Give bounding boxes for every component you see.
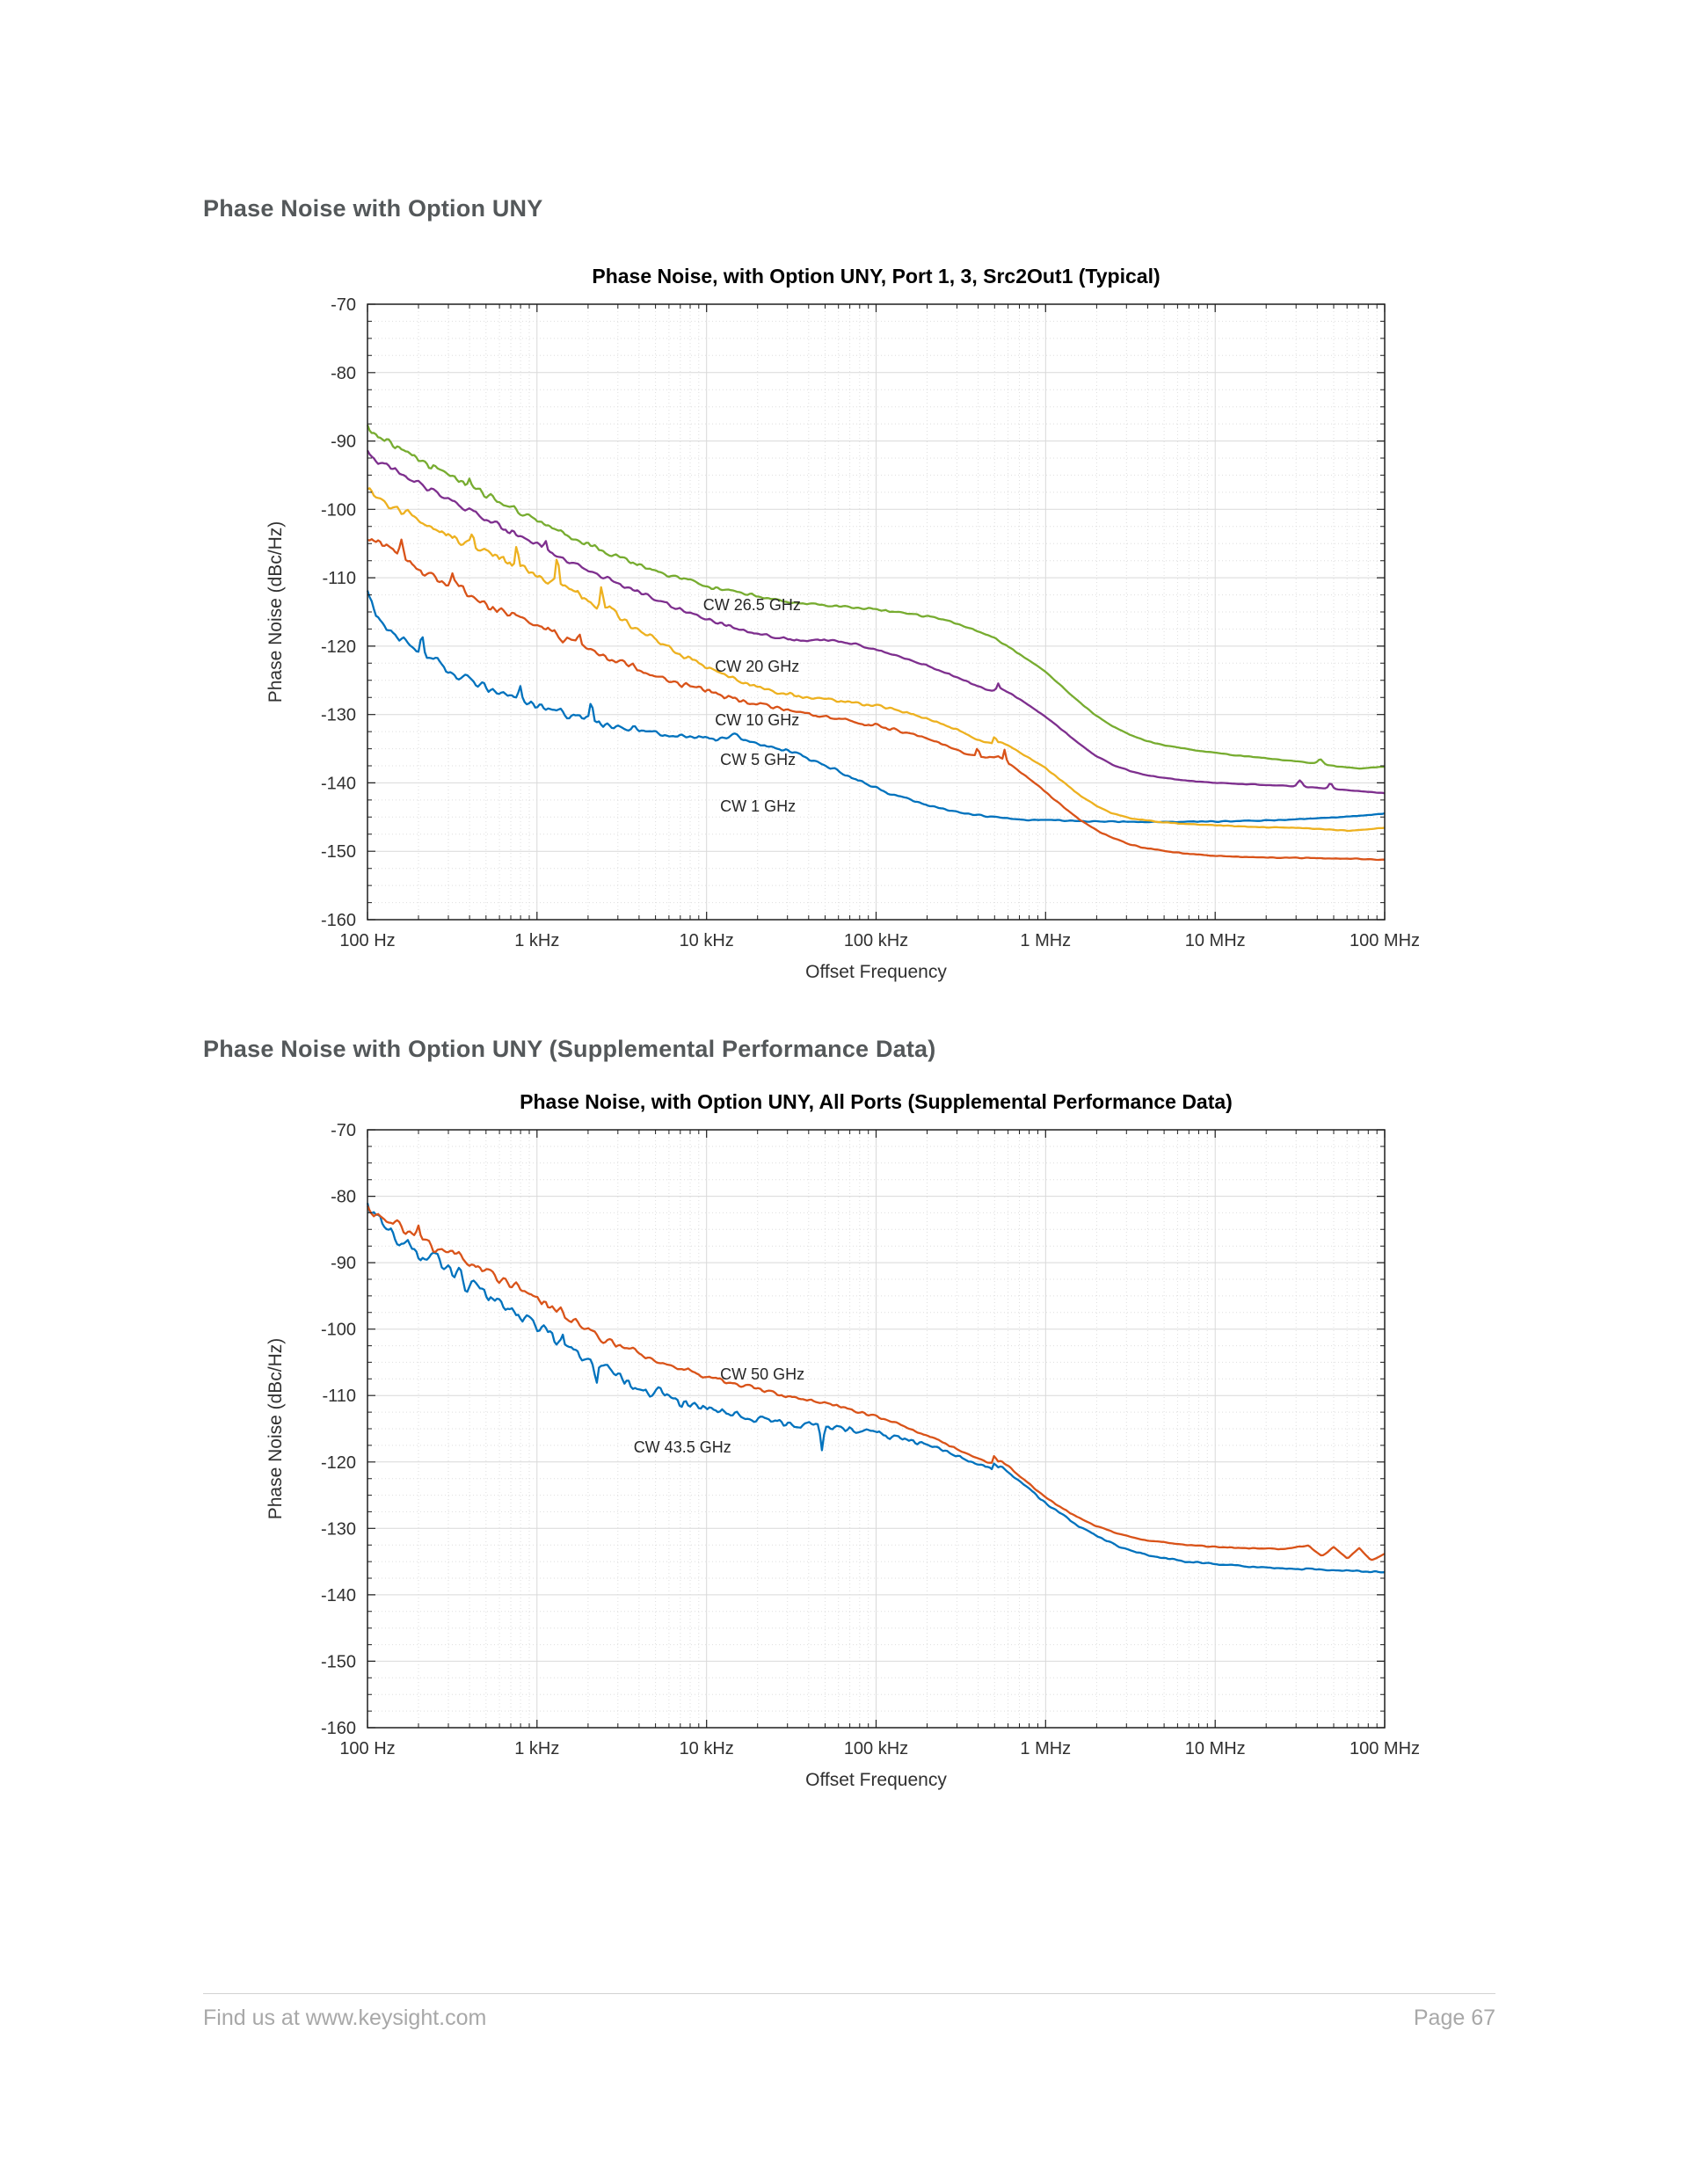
y-tick-label: -150 <box>321 842 356 862</box>
major-gridlines <box>367 1130 1385 1728</box>
y-tick-label: -80 <box>331 1188 356 1207</box>
y-tick-label: -80 <box>331 364 356 383</box>
x-tick-label: 100 MHz <box>1350 931 1420 950</box>
y-tick-label: -140 <box>321 1586 356 1605</box>
x-axis-label: Offset Frequency <box>805 962 947 982</box>
curve-label-cw-50-ghz: CW 50 GHz <box>720 1365 804 1383</box>
y-tick-label: -110 <box>322 569 356 588</box>
x-tick-label: 1 kHz <box>514 931 559 950</box>
y-tick-label: -70 <box>331 1121 356 1140</box>
y-tick-label: -110 <box>322 1387 356 1406</box>
y-tick-label: -70 <box>331 295 356 315</box>
phase-noise-chart-typical: 100 Hz 1 kHz 10 kHz 100 kHz 1 MHz 10 MHz 100 M… <box>200 260 1449 1034</box>
major-ticks <box>367 303 1386 921</box>
x-tick-label: 100 Hz <box>339 931 395 950</box>
footer-page-number: Page 67 <box>1413 2006 1495 2030</box>
x-tick-label: 10 kHz <box>680 1739 734 1758</box>
chart-title: Phase Noise, with Option UNY, Port 1, 3,… <box>592 265 1160 288</box>
minor-ticks <box>367 1130 1385 1728</box>
y-tick-label: -130 <box>321 706 356 725</box>
series-line-cw-5-ghz <box>367 538 1386 862</box>
series-line-cw-1-ghz <box>366 590 1386 824</box>
x-tick-label: 100 MHz <box>1350 1739 1420 1758</box>
y-tick-label: -90 <box>331 433 356 452</box>
y-tick-label: -90 <box>331 1254 356 1273</box>
x-tick-label: 1 MHz <box>1020 1739 1071 1758</box>
chart-svg: 100 Hz 1 kHz 10 kHz 100 kHz 1 MHz 10 MHz 100 M… <box>266 265 1420 982</box>
curve-label-cw-10-ghz: CW 10 GHz <box>715 711 799 729</box>
footer-website-text: Find us at www.keysight.com <box>203 2006 487 2030</box>
minor-ticks <box>367 304 1385 920</box>
series-line-cw-20-ghz <box>366 449 1386 795</box>
y-axis-label: Phase Noise (dBc/Hz) <box>266 1338 286 1520</box>
y-tick-label: -120 <box>321 1453 356 1473</box>
y-tick-label: -160 <box>321 1719 356 1738</box>
y-tick-label: -100 <box>321 1321 356 1340</box>
chart-title: Phase Noise, with Option UNY, All Ports … <box>520 1090 1233 1113</box>
x-tick-label: 100 Hz <box>339 1739 395 1758</box>
series-line-cw-26.5-ghz <box>366 424 1385 770</box>
y-tick-label: -100 <box>321 500 356 520</box>
y-tick-label: -120 <box>321 637 356 657</box>
section-heading-phase-noise-uny: Phase Noise with Option UNY <box>203 195 543 222</box>
minor-gridlines <box>367 304 1385 920</box>
minor-gridlines <box>367 1130 1385 1728</box>
x-tick-label: 10 MHz <box>1185 931 1246 950</box>
y-tick-label: -130 <box>321 1519 356 1539</box>
y-tick-label: -160 <box>321 911 356 930</box>
y-tick-label: -140 <box>321 774 356 793</box>
y-axis-label: Phase Noise (dBc/Hz) <box>266 521 286 703</box>
x-axis-label: Offset Frequency <box>805 1770 947 1790</box>
series-line-cw-43.5-ghz <box>366 1203 1386 1574</box>
major-ticks <box>367 1129 1386 1729</box>
section-heading-phase-noise-uny-supplemental: Phase Noise with Option UNY (Supplementa… <box>203 1036 936 1062</box>
series-line-cw-10-ghz <box>367 487 1386 833</box>
x-tick-label: 10 MHz <box>1185 1739 1246 1758</box>
curve-label-cw-43.5-ghz: CW 43.5 GHz <box>634 1438 731 1456</box>
series-line-cw-50-ghz <box>366 1205 1386 1562</box>
x-tick-label: 100 kHz <box>844 1739 908 1758</box>
major-gridlines <box>367 304 1385 920</box>
x-tick-label: 1 kHz <box>514 1739 559 1758</box>
page-footer: Find us at www.keysight.com Page 67 <box>203 1993 1495 2031</box>
phase-noise-chart-supplemental: 100 Hz 1 kHz 10 kHz 100 kHz 1 MHz 10 MHz 100 M… <box>200 1086 1449 1842</box>
curve-label-cw-1-ghz: CW 1 GHz <box>720 797 796 815</box>
curve-label-cw-26.5-ghz: CW 26.5 GHz <box>703 596 801 614</box>
y-tick-label: -150 <box>321 1652 356 1671</box>
x-tick-label: 100 kHz <box>844 931 908 950</box>
curve-label-cw-5-ghz: CW 5 GHz <box>720 751 796 768</box>
curve-label-cw-20-ghz: CW 20 GHz <box>715 658 799 675</box>
chart-svg: 100 Hz 1 kHz 10 kHz 100 kHz 1 MHz 10 MHz 100 M… <box>266 1090 1420 1790</box>
x-tick-label: 10 kHz <box>680 931 734 950</box>
x-tick-label: 1 MHz <box>1020 931 1071 950</box>
